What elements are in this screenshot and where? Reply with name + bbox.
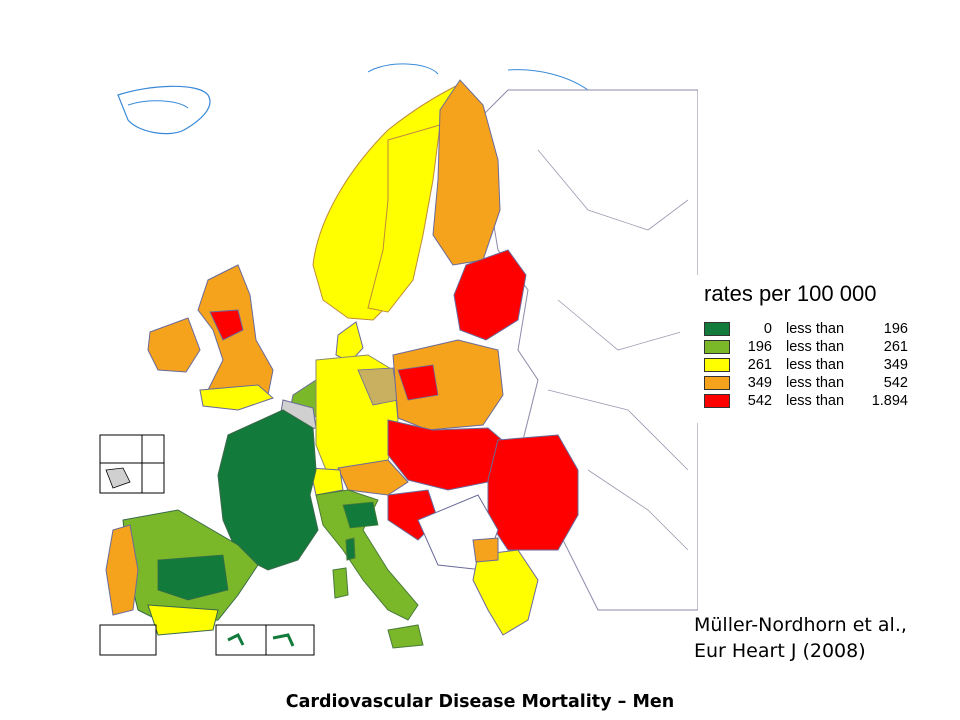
- region-switzerland: [309, 467, 344, 496]
- iceland-outline: [117, 85, 211, 135]
- citation-line-2: Eur Heart J (2008): [694, 640, 866, 662]
- region-poland: [392, 339, 504, 431]
- legend-separator: less than: [786, 357, 845, 373]
- iceland-inner-line: [127, 100, 189, 109]
- legend-swatch: [704, 340, 730, 354]
- region-portugal: [105, 524, 139, 616]
- region-greece: [472, 549, 539, 636]
- legend-from-value: 0: [763, 321, 772, 337]
- east-internal-borders: [537, 149, 689, 551]
- region-macedonia: [472, 537, 499, 563]
- legend-row: 196 less than 261: [704, 339, 924, 356]
- region-south-england: [199, 384, 274, 411]
- inset-island-gray: [105, 467, 131, 489]
- legend-from-value: 542: [747, 393, 772, 409]
- legend-from-value: 349: [747, 375, 772, 391]
- region-finland: [432, 79, 501, 266]
- region-central-spain: [157, 554, 229, 601]
- region-west-poland: [397, 364, 439, 401]
- map-svg: [88, 50, 698, 678]
- region-corsica: [345, 537, 356, 561]
- inset-map-1: [99, 434, 143, 464]
- region-north-italy: [342, 501, 379, 529]
- citation: Müller-Nordhorn et al., Eur Heart J (200…: [694, 612, 907, 664]
- region-france: [217, 409, 319, 571]
- region-sweden: [367, 124, 441, 313]
- legend-row: 349 less than 542: [704, 375, 924, 392]
- inset-map-5: [99, 624, 157, 656]
- region-baltics: [453, 249, 527, 341]
- legend-from-value: 261: [747, 357, 772, 373]
- legend-row: 261 less than 349: [704, 357, 924, 374]
- region-sardinia: [332, 567, 349, 599]
- region-romania-bulgaria: [487, 434, 579, 551]
- svalbard-outline: [367, 63, 439, 75]
- inset-islands-canary: [227, 632, 295, 647]
- legend-separator: less than: [786, 321, 845, 337]
- legend-to-value: 261: [883, 339, 908, 355]
- region-austria: [337, 459, 409, 496]
- region-ireland: [147, 317, 201, 373]
- map-legend: rates per 100 000 0 less than 196 196 less t…: [680, 275, 932, 423]
- legend-to-value: 349: [883, 357, 908, 373]
- legend-swatch: [704, 394, 730, 408]
- legend-row: 0 less than 196: [704, 321, 924, 338]
- region-denmark: [335, 321, 364, 363]
- legend-title: rates per 100 000: [704, 281, 877, 306]
- legend-swatch: [704, 322, 730, 336]
- legend-to-value: 1.894: [871, 393, 908, 409]
- legend-from-value: 196: [747, 339, 772, 355]
- legend-separator: less than: [786, 393, 845, 409]
- region-sicily: [387, 624, 424, 649]
- legend-swatch: [704, 358, 730, 372]
- region-andalusia: [147, 604, 219, 636]
- legend-to-value: 542: [883, 375, 908, 391]
- legend-separator: less than: [786, 375, 845, 391]
- legend-row: 542 less than 1.894: [704, 393, 924, 410]
- citation-line-1: Müller-Nordhorn et al.,: [694, 614, 907, 636]
- region-italy: [315, 489, 419, 621]
- slide-caption: Cardiovascular Disease Mortality – Men: [285, 692, 675, 712]
- region-scotland: [209, 309, 244, 341]
- inset-map-3: [141, 434, 165, 464]
- inset-map-4: [141, 462, 165, 494]
- legend-separator: less than: [786, 339, 845, 355]
- arctic-coast-outline: [507, 69, 589, 91]
- legend-to-value: 196: [883, 321, 908, 337]
- legend-swatch: [704, 376, 730, 390]
- europe-choropleth-map: [88, 50, 698, 678]
